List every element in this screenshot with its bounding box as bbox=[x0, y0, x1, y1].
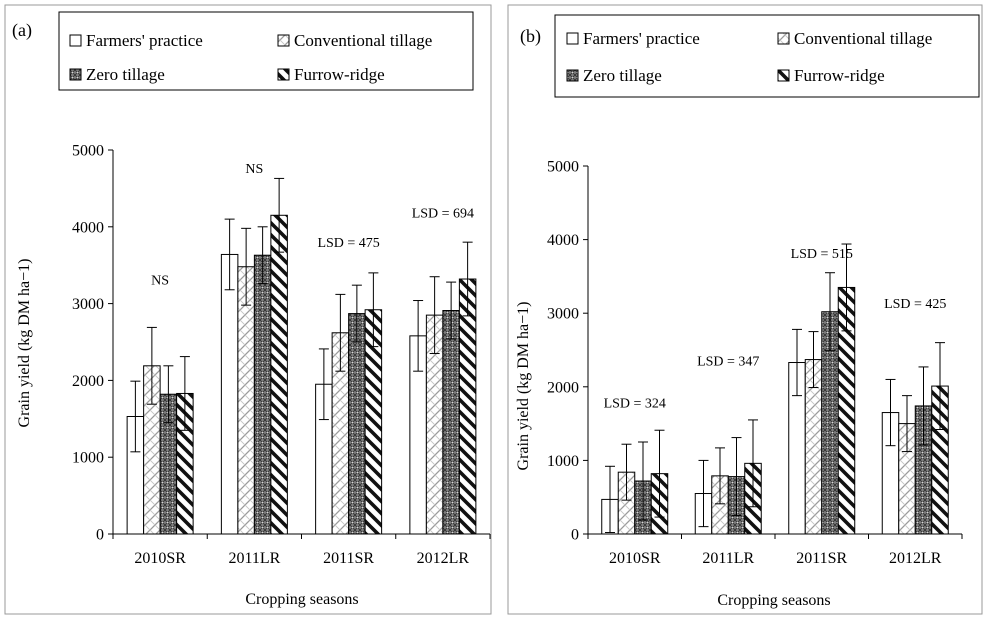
panel-a-legend-label: Zero tillage bbox=[86, 65, 165, 84]
panel-b-y-tick-label: 2000 bbox=[547, 379, 579, 396]
panel-a-legend-swatch bbox=[69, 34, 82, 47]
panel-a-annotation: NS bbox=[151, 273, 169, 288]
panel-a-annotation: LSD = 475 bbox=[317, 236, 379, 251]
panel-a-legend-swatch bbox=[69, 68, 82, 81]
panel-b-x-tick-label: 2011LR bbox=[702, 550, 754, 567]
panel-a-legend-label: Farmers' practice bbox=[86, 31, 203, 50]
panel-a-bar bbox=[237, 266, 255, 535]
panel-a-legend-swatch bbox=[277, 34, 290, 47]
panel-a-x-tick-label: 2011LR bbox=[228, 550, 280, 567]
panel-b-legend-label: Conventional tillage bbox=[794, 29, 932, 48]
panel-a-bar bbox=[270, 214, 288, 535]
panel-a-x-tick-label: 2011SR bbox=[323, 550, 374, 567]
panel-b-x-axis-title: Cropping seasons bbox=[717, 592, 830, 609]
panel-a-legend-box bbox=[58, 11, 474, 91]
panel-a-x-axis-title: Cropping seasons bbox=[245, 591, 358, 608]
panel-b-plot: 0 1000 2000 3000 4000 5000 2010SR 2011LR 2011SR 2… bbox=[547, 159, 963, 567]
panel-b-legend: Farmers' practice Conventional tillage Zer… bbox=[566, 29, 932, 85]
panel-a-x-tick-label: 2012LR bbox=[417, 550, 470, 567]
panel-b-annotation: LSD = 425 bbox=[884, 297, 946, 312]
panel-a-y-tick-label: 2000 bbox=[72, 373, 104, 390]
panel-b-annotation: LSD = 515 bbox=[791, 247, 853, 262]
panel-a-bar bbox=[348, 313, 366, 535]
panel-b-annotation: LSD = 324 bbox=[604, 396, 666, 411]
panel-a-bar bbox=[253, 254, 272, 535]
panel-b-legend-box bbox=[554, 14, 980, 98]
panel-b-legend-label: Furrow-ridge bbox=[794, 66, 885, 85]
panel-b-y-tick-label: 3000 bbox=[547, 306, 579, 323]
panel-b-label: (b) bbox=[520, 26, 541, 47]
panel-b-y-axis-title: Grain yield (kg DM ha−1) bbox=[515, 302, 532, 471]
panel-b-x-tick-label: 2010SR bbox=[609, 550, 661, 567]
panel-a: (a) Farmers' practice Conventional tillag… bbox=[4, 4, 492, 615]
panel-a-bar bbox=[220, 253, 239, 535]
panel-b-legend-swatch bbox=[777, 69, 790, 82]
panel-a-label: (a) bbox=[12, 20, 32, 41]
panel-a-y-tick-label: 5000 bbox=[72, 143, 104, 160]
panel-a-y-tick-label: 4000 bbox=[72, 219, 104, 236]
panel-a-plot: 0 1000 2000 3000 4000 5000 2010SR 2011LR 2011SR 2… bbox=[72, 143, 491, 567]
panel-a-legend-swatch bbox=[277, 68, 290, 81]
panel-a-y-tick-label: 3000 bbox=[72, 296, 104, 313]
panel-b-y-tick-label: 5000 bbox=[547, 159, 579, 176]
panel-a-annotation: NS bbox=[245, 162, 263, 177]
panel-b-y-tick-label: 4000 bbox=[547, 232, 579, 249]
panel-b-legend-label: Farmers' practice bbox=[583, 29, 700, 48]
panel-a-annotation: LSD = 694 bbox=[412, 207, 474, 222]
panel-a-y-axis-title: Grain yield (kg DM ha−1) bbox=[16, 259, 33, 428]
panel-b-legend-swatch bbox=[566, 32, 579, 45]
panel-b-legend-label: Zero tillage bbox=[583, 66, 662, 85]
panel-b: (b) Farmers' practice Conventional tillag… bbox=[507, 4, 983, 615]
panel-a-bar bbox=[442, 310, 460, 535]
panel-b-legend-swatch bbox=[566, 69, 579, 82]
panel-a-y-tick-label: 1000 bbox=[72, 450, 104, 467]
panel-a-legend-label: Furrow-ridge bbox=[294, 65, 385, 84]
panel-a-frame bbox=[4, 4, 492, 615]
panel-a-y-tick-label: 0 bbox=[96, 527, 104, 544]
panel-b-annotation: LSD = 347 bbox=[697, 354, 759, 369]
panel-b-x-tick-label: 2011SR bbox=[796, 550, 847, 567]
panel-a-legend: Farmers' practice Conventional tillage Zer… bbox=[69, 31, 432, 84]
panel-b-x-tick-label: 2012LR bbox=[889, 550, 942, 567]
panel-b-frame bbox=[507, 4, 983, 615]
panel-b-y-tick-label: 1000 bbox=[547, 453, 579, 470]
panel-b-y-tick-label: 0 bbox=[571, 527, 579, 544]
panel-a-legend-label: Conventional tillage bbox=[294, 31, 432, 50]
panel-a-x-tick-label: 2010SR bbox=[134, 550, 186, 567]
panel-a-bar bbox=[458, 278, 477, 535]
panel-b-legend-swatch bbox=[777, 32, 790, 45]
